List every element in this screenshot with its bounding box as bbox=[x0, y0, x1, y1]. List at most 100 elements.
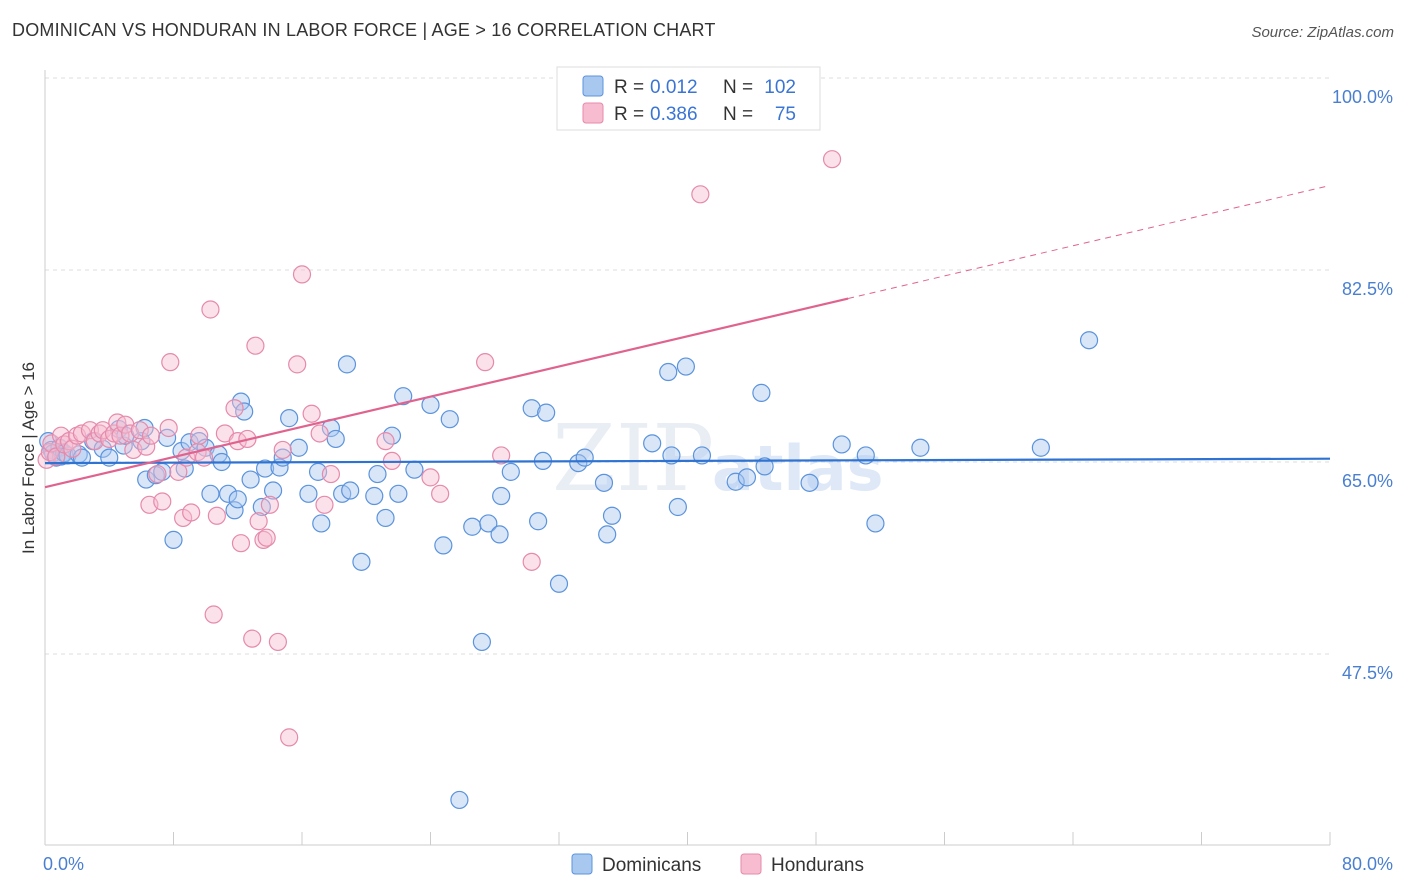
watermark-atlas: atlas bbox=[712, 432, 883, 505]
dominican-point bbox=[201, 484, 220, 503]
honduran-point bbox=[225, 399, 244, 418]
dominican-point bbox=[235, 402, 254, 421]
dominican-point bbox=[450, 790, 469, 810]
dominican-point bbox=[255, 459, 275, 478]
honduran-point bbox=[148, 464, 167, 484]
honduran-trend-extension bbox=[848, 185, 1331, 300]
dominican-point bbox=[529, 512, 548, 531]
dominican-point bbox=[1031, 438, 1050, 457]
trend-lines bbox=[44, 185, 1331, 489]
honduran-point bbox=[243, 629, 262, 648]
honduran-point bbox=[431, 484, 450, 503]
dominican-point bbox=[692, 446, 712, 465]
correlation-legend: R = 0.012 N = 102 R = 0.386 N = 75 bbox=[556, 66, 821, 131]
dominican-point bbox=[368, 464, 387, 484]
legend-n-label-1: N = bbox=[723, 104, 753, 125]
dominican-point bbox=[602, 506, 622, 525]
dominican-point bbox=[376, 508, 395, 528]
dominican-point bbox=[289, 438, 308, 457]
honduran-point bbox=[376, 432, 395, 451]
dominican-points bbox=[39, 331, 1099, 810]
dominican-point bbox=[365, 486, 384, 506]
dominican-point bbox=[492, 486, 511, 506]
dominican-point bbox=[405, 460, 424, 479]
honduran-point bbox=[288, 355, 307, 374]
honduran-point bbox=[254, 530, 273, 549]
series-legend: Dominicans Hondurans bbox=[571, 853, 864, 876]
dominican-point bbox=[479, 514, 498, 533]
x-tick-label-max: 80.0% bbox=[1342, 854, 1393, 874]
honduran-point bbox=[315, 495, 334, 514]
dominican-point bbox=[668, 497, 687, 517]
dominican-point bbox=[549, 574, 569, 593]
honduran-point bbox=[182, 503, 201, 522]
dominican-point bbox=[341, 481, 360, 500]
honduran-point bbox=[268, 632, 288, 652]
y-axis-title: In Labor Force | Age > 16 bbox=[19, 362, 38, 554]
dominican-point bbox=[1079, 331, 1099, 350]
honduran-point bbox=[159, 418, 178, 438]
honduran-point bbox=[137, 437, 156, 456]
dominican-point bbox=[280, 409, 299, 428]
honduran-point bbox=[302, 404, 321, 423]
honduran-point bbox=[310, 424, 329, 443]
dominican-point bbox=[137, 470, 156, 489]
dominican-point bbox=[299, 484, 318, 503]
legend-swatch-dominicans bbox=[582, 75, 604, 97]
honduran-point bbox=[204, 605, 223, 624]
honduran-point bbox=[257, 528, 276, 547]
dominican-point bbox=[472, 632, 491, 652]
dominican-point bbox=[263, 481, 283, 500]
honduran-point bbox=[130, 421, 149, 440]
series-legend-label-dominicans: Dominicans bbox=[602, 855, 701, 876]
dominican-point bbox=[228, 490, 247, 509]
dominican-point bbox=[389, 484, 408, 503]
honduran-point bbox=[421, 468, 440, 487]
dominican-point bbox=[219, 484, 238, 503]
dominican-point bbox=[225, 501, 244, 520]
dominican-point bbox=[752, 383, 771, 402]
dominican-point bbox=[501, 462, 520, 481]
honduran-point bbox=[100, 429, 119, 449]
honduran-point bbox=[161, 353, 180, 372]
honduran-point bbox=[249, 512, 268, 531]
dominican-point bbox=[164, 530, 183, 549]
y-tick-label: 100.0% bbox=[1332, 87, 1393, 107]
honduran-point bbox=[691, 185, 710, 204]
watermark: ZIP atlas bbox=[552, 405, 883, 512]
dominican-point bbox=[231, 392, 251, 411]
y-tick-label: 47.5% bbox=[1342, 663, 1393, 683]
series-legend-label-hondurans: Hondurans bbox=[771, 855, 864, 876]
dominican-point bbox=[726, 472, 745, 491]
dominican-point bbox=[662, 446, 681, 465]
dominican-point bbox=[440, 410, 459, 429]
honduran-point bbox=[153, 492, 172, 511]
honduran-point bbox=[492, 446, 511, 465]
x-ticks bbox=[44, 832, 1331, 845]
dominican-point bbox=[394, 387, 413, 406]
honduran-point bbox=[292, 265, 312, 284]
legend-n-value-1: 75 bbox=[775, 104, 796, 125]
dominican-point bbox=[866, 514, 885, 533]
honduran-point bbox=[141, 426, 161, 445]
legend-r-value-1: 0.386 bbox=[650, 104, 698, 125]
honduran-point bbox=[80, 421, 100, 440]
dominican-point bbox=[643, 434, 662, 453]
watermark-zip: ZIP bbox=[552, 405, 714, 512]
dominican-point bbox=[352, 552, 371, 571]
dominican-point bbox=[594, 473, 614, 492]
honduran-point bbox=[273, 440, 292, 460]
x-tick-label-min: 0.0% bbox=[43, 854, 84, 874]
honduran-point bbox=[822, 150, 842, 169]
legend-n-value-0: 102 bbox=[764, 77, 796, 98]
honduran-point bbox=[246, 336, 265, 355]
dominican-point bbox=[463, 517, 482, 536]
dominican-point bbox=[312, 514, 331, 533]
dominican-point bbox=[832, 435, 851, 454]
dominican-point bbox=[737, 468, 757, 487]
honduran-points bbox=[37, 76, 842, 747]
dominican-point bbox=[676, 357, 695, 376]
honduran-trend-line bbox=[44, 297, 849, 489]
dominican-point bbox=[800, 473, 819, 492]
